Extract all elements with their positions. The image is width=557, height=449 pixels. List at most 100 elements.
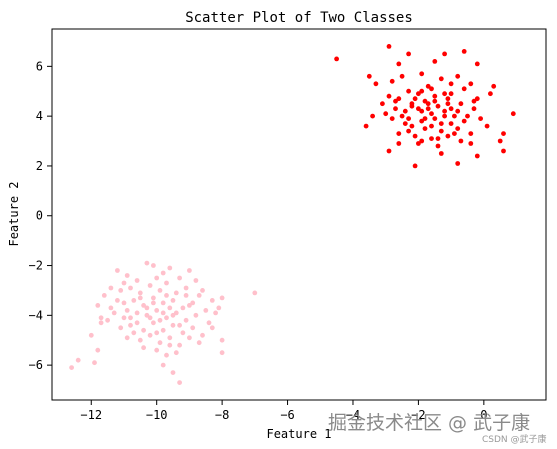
x-tick-label: −6 [280,408,294,422]
point-class-pink [170,298,176,303]
point-class-red [465,113,470,119]
point-class-red [366,73,372,79]
point-class-pink [196,293,202,298]
point-class-red [471,98,477,104]
point-class-red [419,88,425,94]
point-class-pink [160,310,166,316]
point-class-pink [111,310,117,316]
point-class-pink [115,298,120,303]
point-class-red [396,96,402,102]
point-class-pink [137,290,143,296]
y-tick-label: 2 [36,159,43,173]
point-class-pink [160,270,166,276]
point-class-red [419,71,425,77]
point-class-pink [154,330,160,336]
point-class-pink [167,335,173,341]
point-class-pink [177,380,183,385]
point-class-pink [193,312,199,318]
point-class-red [471,106,477,112]
watermark-source: CSDN @武子康 [482,435,547,445]
point-class-pink [170,322,176,328]
point-class-red [370,113,375,119]
point-class-pink [144,305,150,311]
y-tick-label: 4 [36,109,43,123]
point-class-red [416,141,421,146]
point-class-red [442,108,447,114]
point-class-pink [128,285,133,291]
x-axis: −12 −10 −8 −6 −4 −2 0 [80,400,487,422]
point-class-red [448,91,454,97]
point-class-pink [180,305,186,311]
point-class-pink [170,370,176,375]
point-class-pink [134,310,140,316]
point-class-red [445,96,451,102]
point-class-pink [219,337,225,343]
point-class-red [432,98,438,104]
point-class-pink [95,347,101,353]
point-class-red [422,126,428,131]
point-class-red [429,136,434,142]
point-class-pink [108,305,114,311]
point-class-pink [137,295,143,301]
point-class-red [452,113,457,119]
point-class-pink [157,340,163,346]
point-class-red [396,131,402,137]
point-class-pink [147,332,153,338]
point-class-pink [177,275,183,281]
point-class-pink [209,298,215,303]
point-class-red [380,101,385,107]
point-class-pink [128,322,133,328]
point-class-pink [141,303,147,308]
point-class-red [429,111,434,117]
point-class-pink [173,290,179,296]
point-class-pink [144,260,150,266]
y-tick-label: 0 [36,209,43,223]
point-class-pink [190,300,196,306]
point-class-red [501,148,506,154]
point-class-pink [164,315,169,321]
point-class-red [406,51,411,57]
point-class-red [461,49,467,54]
point-class-red [438,121,444,126]
point-class-red [445,101,451,107]
point-class-pink [206,320,212,326]
point-class-pink [121,300,127,306]
point-class-pink [216,305,222,311]
point-class-red [484,123,490,129]
point-class-red [448,81,454,87]
point-class-red [458,138,464,144]
y-axis: −6 −4 −2 0 2 4 6 [29,59,52,372]
y-axis-label: Feature 2 [7,181,21,246]
point-class-pink [95,303,101,308]
point-class-red [468,81,474,87]
y-tick-label: −4 [29,308,43,322]
point-class-pink [219,295,225,301]
point-class-pink [151,295,156,301]
point-class-red [409,123,415,129]
point-class-red [429,123,434,129]
point-class-red [386,93,392,99]
point-class-pink [118,325,124,331]
x-tick-label: 0 [480,408,487,422]
point-class-pink [200,332,205,338]
point-class-pink [160,362,166,368]
point-class-red [429,86,434,92]
x-tick-label: −12 [80,408,102,422]
point-class-pink [108,285,114,291]
point-class-red [432,116,438,121]
point-class-red [474,153,480,159]
point-class-red [438,151,444,156]
point-class-red [396,61,402,67]
point-class-red [402,121,408,126]
point-class-pink [173,310,179,316]
point-class-red [363,123,369,129]
point-class-red [501,131,506,137]
point-class-red [425,106,431,112]
point-class-pink [75,357,81,363]
point-class-red [389,116,395,121]
point-class-red [425,83,431,89]
point-class-red [438,128,444,134]
point-class-pink [167,342,173,348]
point-class-pink [105,317,110,323]
point-class-red [409,103,415,109]
